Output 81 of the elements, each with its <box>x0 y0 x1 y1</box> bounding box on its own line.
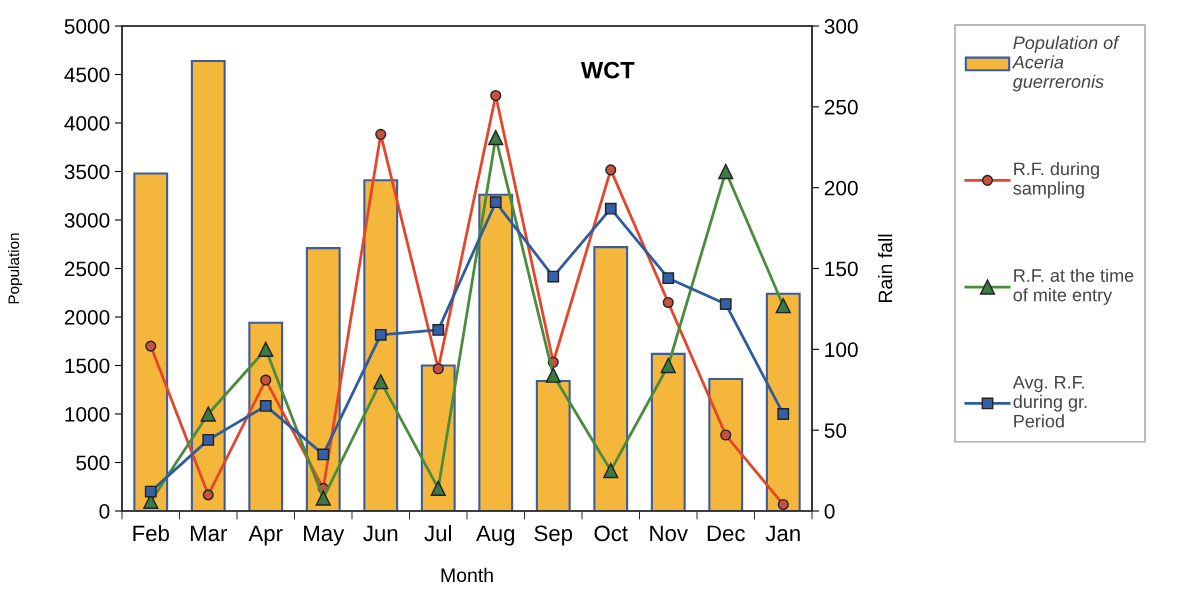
point <box>202 489 214 501</box>
bar <box>478 193 514 511</box>
point <box>490 89 502 102</box>
y-axis-title: Population <box>7 233 23 304</box>
point <box>258 341 274 357</box>
y-tick-label: 5000 <box>64 19 110 34</box>
point <box>488 129 504 146</box>
point <box>259 400 272 412</box>
point <box>260 374 272 386</box>
y2-tick-label: 50 <box>824 423 847 438</box>
point <box>373 374 389 390</box>
y2-tick-label: 100 <box>825 342 858 358</box>
point <box>775 298 791 314</box>
x-tick-label: Dec <box>707 525 745 542</box>
point <box>719 298 732 310</box>
point <box>660 357 676 374</box>
point <box>720 429 732 441</box>
point <box>662 296 674 309</box>
point <box>604 202 617 215</box>
x-tick-label: Jan <box>765 525 800 542</box>
x-tick-label: Aug <box>476 525 515 546</box>
y-tick-label: 3500 <box>64 164 110 180</box>
bar <box>708 378 744 511</box>
point <box>374 328 387 341</box>
bar <box>765 292 801 511</box>
y-tick-label: 3000 <box>64 213 110 228</box>
x-tick-label: Mar <box>190 525 228 542</box>
x-tick-label: May <box>304 525 345 546</box>
y2-tick-label: 300 <box>824 19 858 34</box>
x-tick-label: Feb <box>133 524 169 542</box>
point <box>662 272 675 285</box>
x-tick-label: Jul <box>424 524 451 542</box>
y-tick-label: 1500 <box>65 358 110 374</box>
bar <box>305 247 341 511</box>
y-tick-label: 1000 <box>65 407 110 422</box>
point <box>145 340 157 352</box>
y-tick-label: 2000 <box>64 310 110 325</box>
point <box>605 164 617 176</box>
x-tick-label: Oct <box>594 525 628 542</box>
point <box>777 408 790 420</box>
x-tick-label: Apr <box>248 525 283 546</box>
y-tick-label: 0 <box>99 504 110 519</box>
point <box>430 480 446 497</box>
point <box>432 324 445 336</box>
legend-label: R.F. at the time of mite entry <box>1013 268 1134 305</box>
point <box>547 270 560 283</box>
x-tick-label: Nov <box>650 525 688 542</box>
bar <box>535 379 571 511</box>
point <box>432 363 444 375</box>
point <box>718 163 734 180</box>
x-axis-title: Month <box>441 567 493 583</box>
point <box>144 485 157 498</box>
bar <box>190 59 226 511</box>
point <box>777 498 789 511</box>
bar <box>593 246 629 511</box>
point <box>317 448 330 461</box>
point <box>489 196 502 209</box>
point <box>545 367 561 383</box>
y2-tick-label: 200 <box>824 180 858 196</box>
bar <box>133 172 169 511</box>
y2-tick-label: 250 <box>824 99 858 115</box>
point <box>375 128 387 140</box>
x-tick-label: Jun <box>363 525 398 542</box>
y2-tick-label: 0 <box>824 504 835 519</box>
legend-label: Population of Aceria guerreronis <box>1011 35 1120 92</box>
point <box>315 490 331 506</box>
point <box>200 406 216 422</box>
bar <box>363 179 399 511</box>
y-tick-label: 4500 <box>64 67 110 83</box>
y2-axis-title: Rain fall <box>878 234 893 303</box>
point <box>202 433 215 446</box>
legend-label: Avg. R.F. during gr. Period <box>1012 376 1087 428</box>
y-tick-label: 4000 <box>64 116 110 131</box>
bar <box>650 352 686 511</box>
y-tick-label: 2500 <box>64 261 110 277</box>
legend-label: R.F. during sampling <box>1013 161 1099 199</box>
y-tick-label: 500 <box>76 455 110 471</box>
x-tick-label: Sep <box>534 525 573 546</box>
point <box>603 462 619 479</box>
text: WCT <box>580 61 635 79</box>
y2-tick-label: 150 <box>825 261 858 277</box>
